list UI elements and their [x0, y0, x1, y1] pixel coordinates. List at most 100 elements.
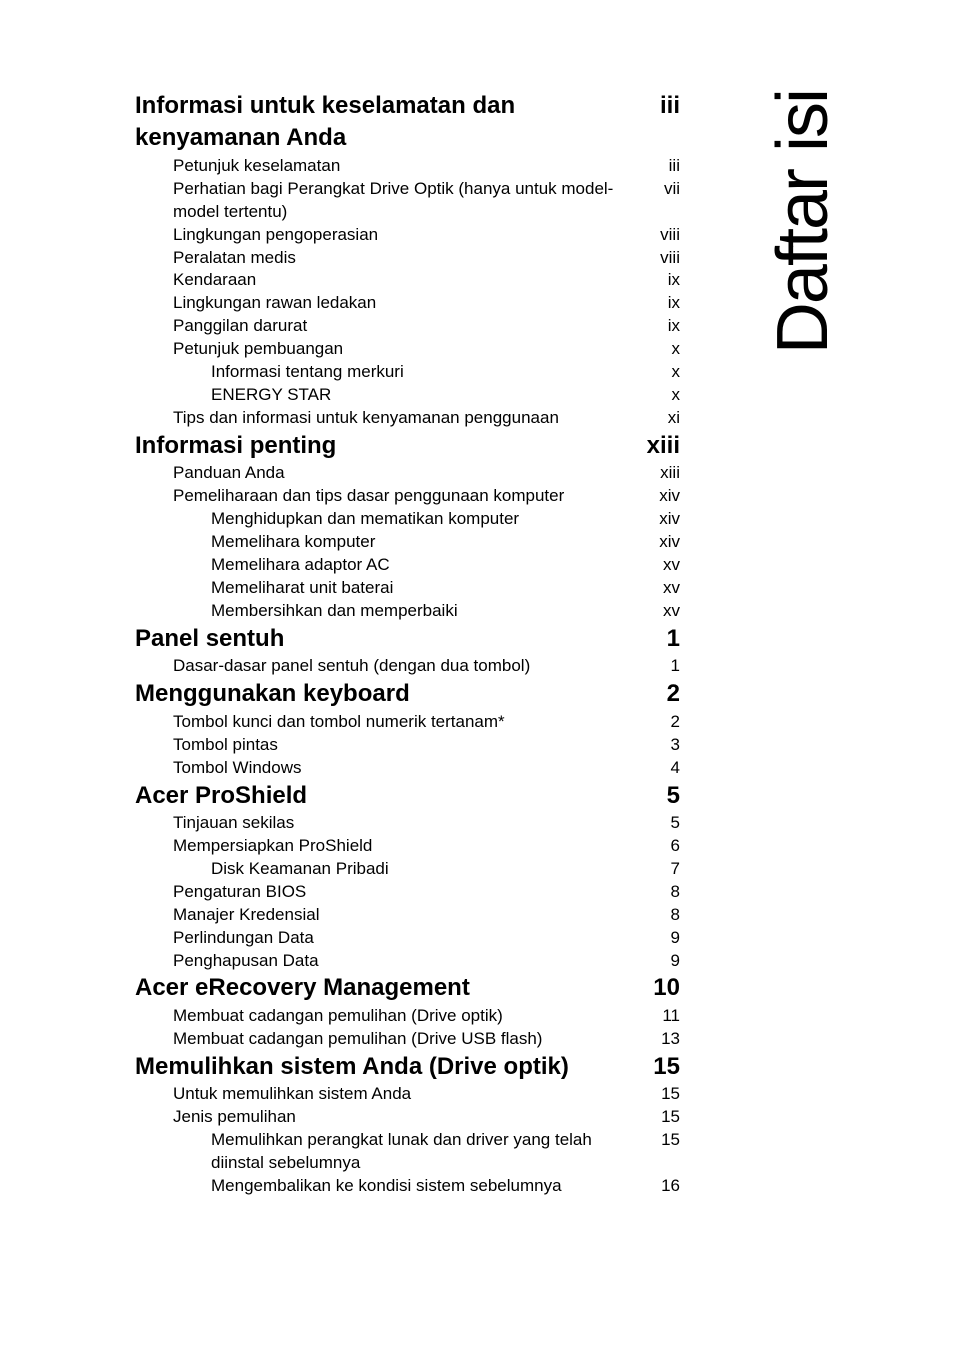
toc-entry: Membersihkan dan memperbaikixv — [135, 600, 680, 623]
toc-entry: Memulihkan sistem Anda (Drive optik)15 — [135, 1051, 680, 1083]
toc-entry-title: Panggilan darurat — [173, 315, 630, 338]
page-container: Daftar isi Informasi untuk keselamatan d… — [0, 0, 954, 1258]
toc-entry: Lingkungan rawan ledakanix — [135, 292, 680, 315]
toc-entry: Penghapusan Data9 — [135, 950, 680, 973]
toc-entry: Perhatian bagi Perangkat Drive Optik (ha… — [135, 178, 680, 224]
toc-entry: Lingkungan pengoperasianviii — [135, 224, 680, 247]
toc-entry-page: iii — [630, 155, 680, 178]
toc-entry: ENERGY STARx — [135, 384, 680, 407]
toc-entry-page: xiii — [630, 462, 680, 485]
toc-entry-page: 15 — [630, 1129, 680, 1152]
toc-entry-title: Tips dan informasi untuk kenyamanan peng… — [173, 407, 630, 430]
toc-entry-title: Memelihara komputer — [211, 531, 630, 554]
toc-entry: Tombol kunci dan tombol numerik tertanam… — [135, 711, 680, 734]
toc-entry: Panduan Andaxiii — [135, 462, 680, 485]
toc-entry: Tombol pintas3 — [135, 734, 680, 757]
toc-entry: Membuat cadangan pemulihan (Drive USB fl… — [135, 1028, 680, 1051]
toc-entry: Panel sentuh1 — [135, 623, 680, 655]
toc-entry: Kendaraanix — [135, 269, 680, 292]
toc-entry-page: 11 — [630, 1005, 680, 1028]
toc-entry-title: Tinjauan sekilas — [173, 812, 630, 835]
toc-entry: Manajer Kredensial8 — [135, 904, 680, 927]
toc-entry: Peralatan medisviii — [135, 247, 680, 270]
toc-entry-page: xv — [630, 554, 680, 577]
toc-entry-page: 4 — [630, 757, 680, 780]
toc-entry-title: ENERGY STAR — [211, 384, 630, 407]
toc-entry-page: xiii — [630, 430, 680, 462]
toc-entry: Pemeliharaan dan tips dasar penggunaan k… — [135, 485, 680, 508]
toc-entry-page: vii — [630, 178, 680, 201]
toc-entry-title: Tombol pintas — [173, 734, 630, 757]
toc-entry-page: ix — [630, 292, 680, 315]
toc-entry-page: 9 — [630, 950, 680, 973]
toc-entry: Acer ProShield5 — [135, 780, 680, 812]
toc-entry-title: Memeliharat unit baterai — [211, 577, 630, 600]
toc-entry: Menggunakan keyboard2 — [135, 678, 680, 710]
toc-entry-page: viii — [630, 224, 680, 247]
toc-entry-title: Perlindungan Data — [173, 927, 630, 950]
toc-entry: Tips dan informasi untuk kenyamanan peng… — [135, 407, 680, 430]
toc-entry-title: Perhatian bagi Perangkat Drive Optik (ha… — [173, 178, 630, 224]
toc-entry-page: 13 — [630, 1028, 680, 1051]
toc-entry: Informasi tentang merkurix — [135, 361, 680, 384]
toc-entry-page: 5 — [630, 780, 680, 812]
toc-entry: Pengaturan BIOS8 — [135, 881, 680, 904]
toc-entry-page: 2 — [630, 711, 680, 734]
toc-entry-title: Tombol Windows — [173, 757, 630, 780]
toc-entry-page: x — [630, 361, 680, 384]
toc-entry-title: Lingkungan pengoperasian — [173, 224, 630, 247]
toc-entry-page: 3 — [630, 734, 680, 757]
toc-entry: Informasi untuk keselamatan dan kenyaman… — [135, 90, 680, 155]
toc-entry-title: Petunjuk pembuangan — [173, 338, 630, 361]
toc-entry: Untuk memulihkan sistem Anda15 — [135, 1083, 680, 1106]
toc-entry: Mempersiapkan ProShield6 — [135, 835, 680, 858]
toc-entry-page: xiv — [630, 531, 680, 554]
toc-entry-title: Pemeliharaan dan tips dasar penggunaan k… — [173, 485, 630, 508]
toc-entry-page: 1 — [630, 655, 680, 678]
toc-entry: Disk Keamanan Pribadi7 — [135, 858, 680, 881]
toc-entry-title: Informasi tentang merkuri — [211, 361, 630, 384]
toc-entry-page: 8 — [630, 881, 680, 904]
toc-entry-page: viii — [630, 247, 680, 270]
vertical-section-title: Daftar isi — [767, 90, 839, 354]
toc-entry-title: Menghidupkan dan mematikan komputer — [211, 508, 630, 531]
toc-entry-title: Memelihara adaptor AC — [211, 554, 630, 577]
toc-entry-page: 7 — [630, 858, 680, 881]
toc-entry-title: Peralatan medis — [173, 247, 630, 270]
toc-entry-page: xi — [630, 407, 680, 430]
toc-entry-title: Memulihkan sistem Anda (Drive optik) — [135, 1051, 630, 1083]
toc-entry: Menghidupkan dan mematikan komputerxiv — [135, 508, 680, 531]
toc-entry: Mengembalikan ke kondisi sistem sebelumn… — [135, 1175, 680, 1198]
toc-entry-title: Petunjuk keselamatan — [173, 155, 630, 178]
toc-entry-page: xv — [630, 600, 680, 623]
toc-entry-title: Kendaraan — [173, 269, 630, 292]
toc-entry: Jenis pemulihan15 — [135, 1106, 680, 1129]
toc-entry: Membuat cadangan pemulihan (Drive optik)… — [135, 1005, 680, 1028]
toc-entry: Dasar-dasar panel sentuh (dengan dua tom… — [135, 655, 680, 678]
toc-entry-title: Penghapusan Data — [173, 950, 630, 973]
toc-entry-page: 6 — [630, 835, 680, 858]
toc-entry-title: Informasi untuk keselamatan dan kenyaman… — [135, 90, 630, 155]
toc-entry-page: 15 — [630, 1083, 680, 1106]
toc-entry-title: Mempersiapkan ProShield — [173, 835, 630, 858]
toc-entry-title: Membuat cadangan pemulihan (Drive USB fl… — [173, 1028, 630, 1051]
toc-entry: Perlindungan Data9 — [135, 927, 680, 950]
toc-entry-title: Manajer Kredensial — [173, 904, 630, 927]
toc-entry-title: Memulihkan perangkat lunak dan driver ya… — [211, 1129, 630, 1175]
toc-entry-title: Disk Keamanan Pribadi — [211, 858, 630, 881]
toc-entry-page: ix — [630, 315, 680, 338]
toc-entry-page: xv — [630, 577, 680, 600]
toc-entry-page: xiv — [630, 485, 680, 508]
toc-entry-title: Acer eRecovery Management — [135, 972, 630, 1004]
toc-entry-title: Tombol kunci dan tombol numerik tertanam… — [173, 711, 630, 734]
toc-entry-page: xiv — [630, 508, 680, 531]
toc-entry-page: 9 — [630, 927, 680, 950]
toc-entry-title: Informasi penting — [135, 430, 630, 462]
toc-entry-title: Dasar-dasar panel sentuh (dengan dua tom… — [173, 655, 630, 678]
toc-entry-title: Menggunakan keyboard — [135, 678, 630, 710]
toc-entry-title: Membersihkan dan memperbaiki — [211, 600, 630, 623]
toc-entry: Panggilan daruratix — [135, 315, 680, 338]
toc-entry-page: x — [630, 384, 680, 407]
toc-entry-page: 2 — [630, 678, 680, 710]
toc-entry-page: 15 — [630, 1051, 680, 1083]
